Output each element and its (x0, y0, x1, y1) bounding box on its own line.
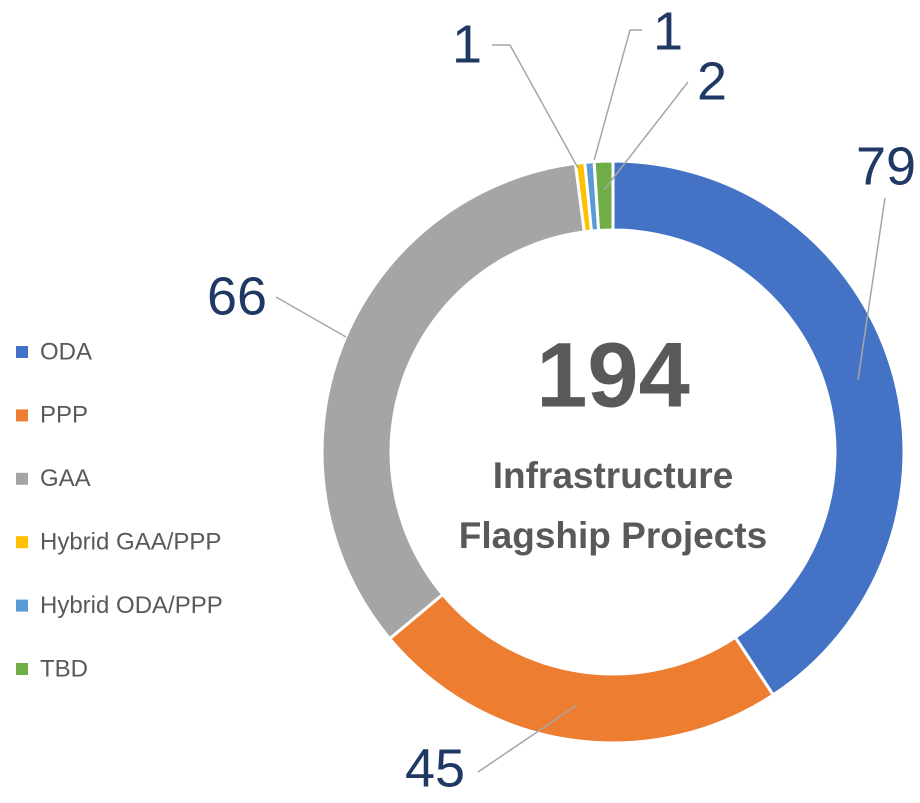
legend-swatch (16, 536, 28, 549)
leader-line (477, 704, 578, 773)
donut-slice (320, 161, 587, 641)
legend-swatch (16, 472, 28, 485)
legend-label: ODA (40, 338, 92, 365)
leader-line (603, 81, 689, 191)
donut-slice (387, 592, 776, 745)
leader-line (857, 197, 886, 381)
legend-swatch (16, 599, 28, 612)
leader-line (591, 29, 642, 169)
donut-slice (611, 159, 906, 698)
leader-line (275, 296, 347, 338)
legend-label: TBD (40, 655, 88, 682)
center-value: 194 (536, 324, 690, 426)
donut-slice (592, 159, 615, 233)
data-label: 79 (856, 136, 916, 196)
data-label: 1 (452, 14, 482, 74)
legend-label: Hybrid GAA/PPP (40, 529, 221, 556)
legend-label: Hybrid ODA/PPP (40, 592, 223, 619)
leader-line (492, 44, 579, 169)
legend-swatch (16, 663, 28, 675)
legend-label: GAA (40, 465, 91, 492)
data-label: 66 (207, 266, 267, 326)
data-label: 1 (653, 1, 683, 61)
legend-label: PPP (40, 402, 88, 429)
legend-swatch (16, 346, 28, 358)
center-text: Infrastructure (493, 455, 734, 496)
legend-swatch (16, 409, 28, 422)
data-label: 45 (405, 738, 465, 798)
center-text: Flagship Projects (459, 515, 767, 556)
data-label: 2 (697, 51, 727, 111)
